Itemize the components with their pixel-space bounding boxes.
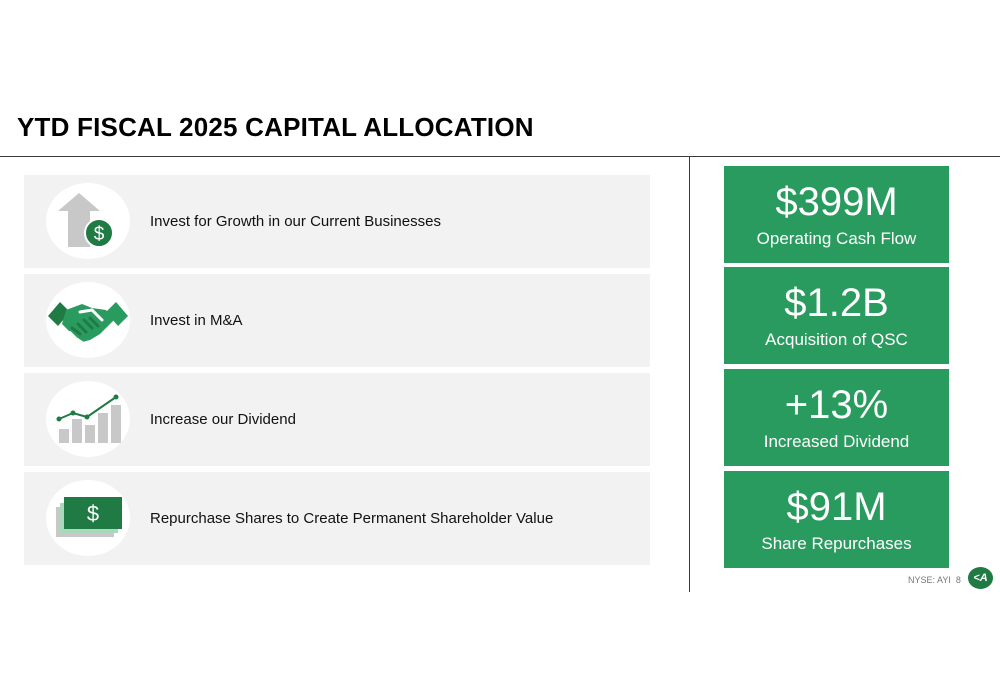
- repurchase-icon-circle: $: [46, 480, 130, 556]
- growth-icon-circle: $: [46, 183, 130, 259]
- stat-caption: Increased Dividend: [763, 432, 910, 451]
- allocation-row-repurchase: $ Repurchase Shares to Create Permanent …: [24, 472, 650, 565]
- stat-share-repurchases: $91M Share Repurchases: [724, 471, 949, 568]
- stat-value: $91M: [786, 485, 887, 529]
- page-title: YTD FISCAL 2025 CAPITAL ALLOCATION: [17, 112, 534, 142]
- footer: NYSE: AYI 8: [908, 575, 961, 585]
- stat-acquisition: $1.2B Acquisition of QSC: [724, 267, 949, 364]
- stat-caption: Share Repurchases: [761, 534, 912, 553]
- company-logo: <A: [968, 567, 993, 589]
- stat-caption: Acquisition of QSC: [765, 330, 908, 349]
- growth-arrow-dollar-icon: $: [58, 193, 114, 248]
- allocation-label: Repurchase Shares to Create Permanent Sh…: [150, 510, 554, 527]
- stat-dividend: +13% Increased Dividend: [724, 369, 949, 466]
- stat-value: $1.2B: [784, 281, 889, 325]
- allocation-label: Increase our Dividend: [150, 411, 296, 428]
- stat-operating-cash-flow: $399M Operating Cash Flow: [724, 166, 949, 263]
- stat-value: +13%: [784, 383, 889, 427]
- svg-text:$: $: [94, 224, 105, 245]
- dividend-icon-circle: [46, 381, 130, 457]
- allocation-row-dividend: Increase our Dividend: [24, 373, 650, 466]
- column-divider: [689, 156, 690, 592]
- allocation-row-growth: $ Invest for Growth in our Current Busin…: [24, 175, 650, 268]
- ticker-text: NYSE: AYI: [908, 575, 951, 585]
- title-divider: [0, 156, 1000, 157]
- allocation-row-ma: Invest in M&A: [24, 274, 650, 367]
- allocation-label: Invest in M&A: [150, 312, 243, 329]
- dollar-bill-icon: $: [56, 497, 122, 537]
- svg-text:$: $: [87, 501, 99, 526]
- rising-bar-chart-icon: [56, 394, 121, 443]
- ma-icon-circle: [46, 282, 130, 358]
- allocation-label: Invest for Growth in our Current Busines…: [150, 213, 441, 230]
- page-number: 8: [955, 575, 961, 585]
- handshake-icon: [48, 302, 128, 343]
- stat-caption: Operating Cash Flow: [756, 229, 917, 248]
- stat-value: $399M: [775, 180, 898, 224]
